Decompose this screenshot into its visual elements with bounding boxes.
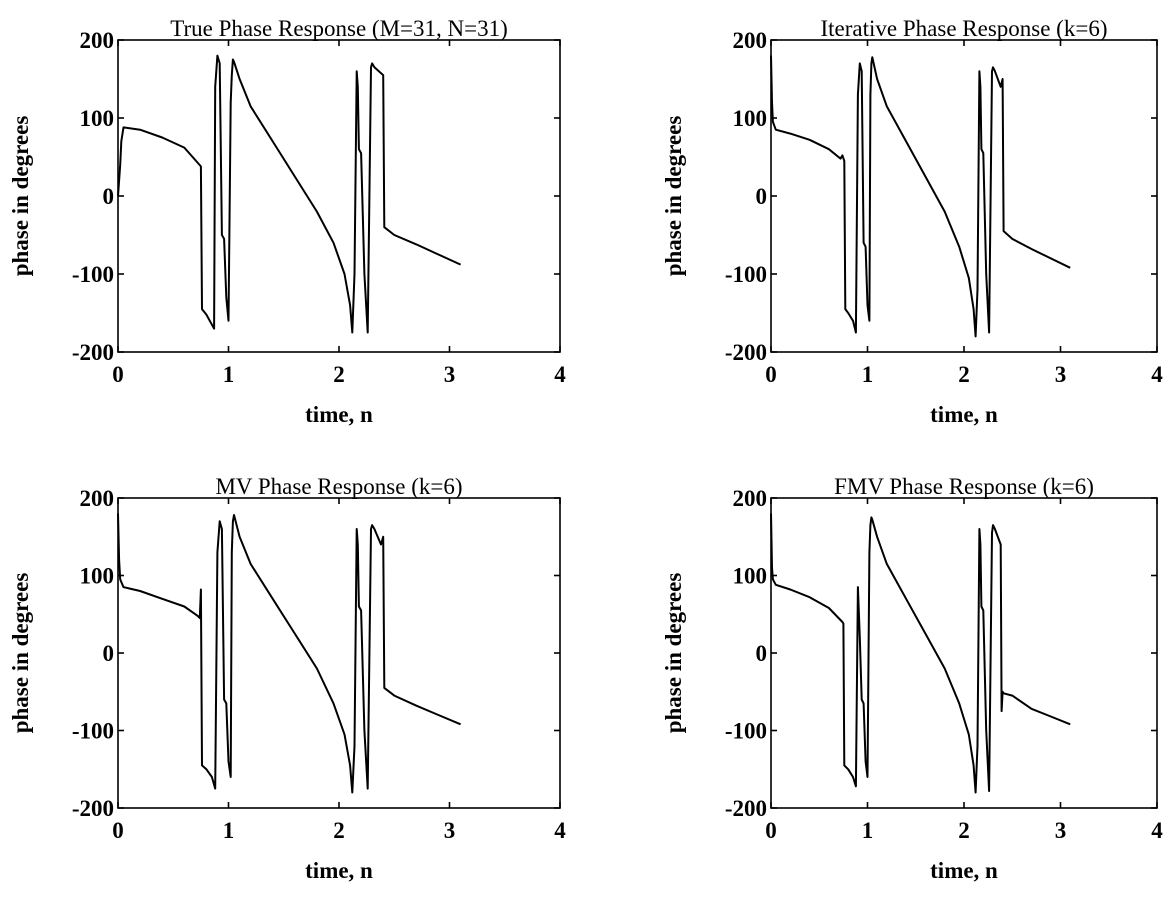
y-tick-label: 0 (103, 641, 115, 666)
x-tick-label: 0 (112, 818, 124, 843)
x-tick-label: 0 (765, 362, 777, 387)
y-tick-label: 200 (80, 28, 115, 53)
x-tick-label: 4 (554, 818, 566, 843)
subplot-title: True Phase Response (M=31, N=31) (170, 16, 508, 41)
phase-line (770, 513, 1071, 794)
subplot-title: Iterative Phase Response (k=6) (821, 16, 1108, 41)
x-axis-label: time, n (930, 858, 998, 883)
y-tick-label: -200 (72, 340, 114, 365)
y-axis-label: phase in degrees (8, 116, 33, 277)
subplot-title: FMV Phase Response (k=6) (834, 474, 1094, 499)
x-tick-label: 2 (958, 362, 970, 387)
axes-box (117, 497, 561, 809)
phase-line (117, 54, 462, 334)
x-tick-label: 3 (444, 818, 456, 843)
x-axis-label: time, n (305, 402, 373, 427)
y-tick-label: 100 (733, 564, 768, 589)
y-tick-label: 200 (733, 486, 768, 511)
x-tick-label: 2 (958, 818, 970, 843)
y-tick-label: 0 (103, 184, 115, 209)
y-tick-label: 100 (80, 564, 115, 589)
y-tick-label: 100 (80, 106, 115, 131)
phase-line (117, 513, 461, 794)
x-tick-label: 2 (333, 362, 345, 387)
y-axis-label: phase in degrees (8, 573, 33, 734)
y-tick-label: -100 (725, 262, 767, 287)
x-tick-label: 4 (1151, 818, 1163, 843)
y-tick-label: -200 (72, 796, 114, 821)
axes-box (117, 39, 561, 353)
x-tick-label: 3 (444, 362, 456, 387)
y-tick-label: 200 (733, 28, 768, 53)
x-tick-label: 1 (862, 818, 874, 843)
x-tick-label: 4 (1151, 362, 1163, 387)
x-axis-label: time, n (305, 858, 373, 883)
y-tick-label: 100 (733, 106, 768, 131)
y-axis-label: phase in degrees (661, 116, 686, 277)
subplot-title: MV Phase Response (k=6) (215, 474, 462, 499)
y-tick-label: -200 (725, 340, 767, 365)
axes-box (770, 497, 1158, 809)
y-tick-label: -100 (72, 719, 114, 744)
y-tick-label: 200 (80, 486, 115, 511)
phase-line (770, 55, 1071, 338)
x-axis-label: time, n (930, 402, 998, 427)
x-tick-label: 3 (1055, 362, 1067, 387)
x-tick-label: 1 (223, 818, 235, 843)
y-tick-label: 0 (756, 184, 768, 209)
x-tick-label: 0 (765, 818, 777, 843)
y-axis-label: phase in degrees (661, 573, 686, 734)
axes-box (770, 39, 1158, 353)
x-tick-label: 1 (223, 362, 235, 387)
y-tick-label: -200 (725, 796, 767, 821)
y-tick-label: -100 (72, 262, 114, 287)
x-tick-label: 2 (333, 818, 345, 843)
x-tick-label: 1 (862, 362, 874, 387)
y-tick-label: 0 (756, 641, 768, 666)
x-tick-label: 4 (554, 362, 566, 387)
x-tick-label: 0 (112, 362, 124, 387)
x-tick-label: 3 (1055, 818, 1067, 843)
y-tick-label: -100 (725, 719, 767, 744)
